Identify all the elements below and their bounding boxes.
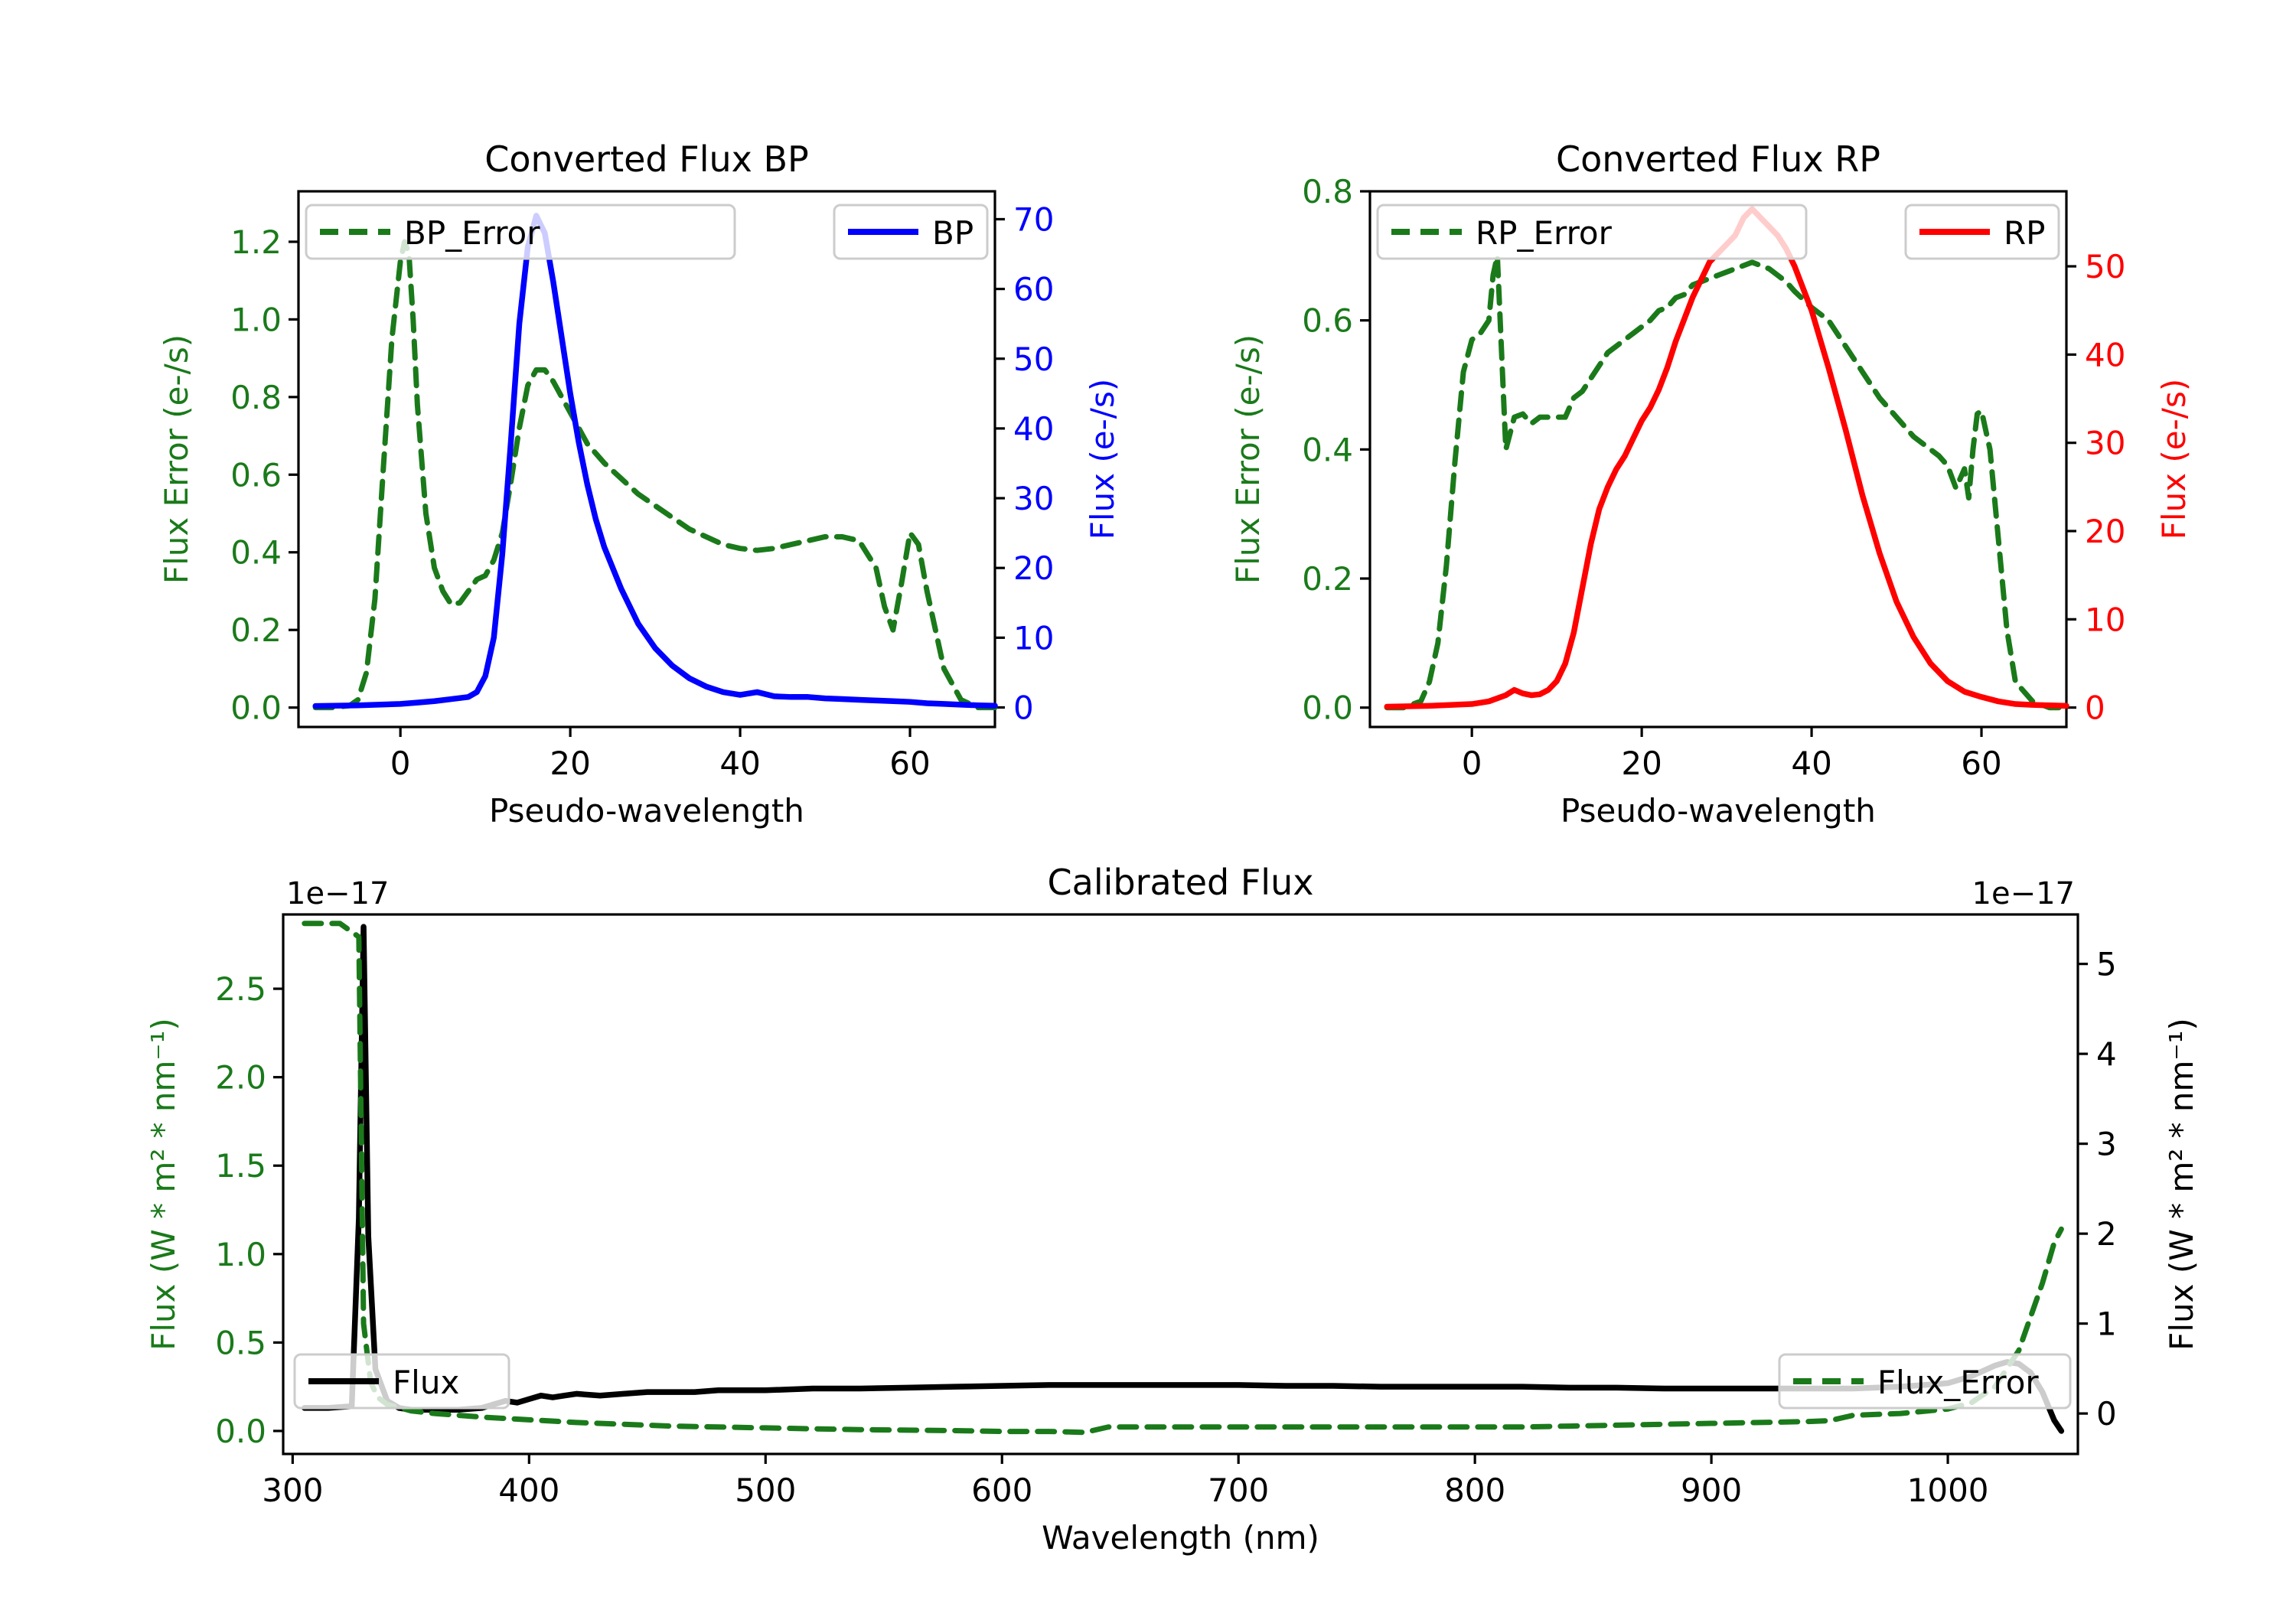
x-tick-label-700: 700 [1208,1472,1269,1509]
y-right-axis-label-converted_flux_bp: Flux (e-/s) [1084,379,1121,539]
x-tick-label-1000: 1000 [1907,1472,1989,1509]
y-left-tick-label-0.8: 0.8 [230,379,282,416]
y-right-axis-label-converted_flux_rp: Flux (e-/s) [2155,379,2193,539]
x-tick-label-20: 20 [1621,745,1662,782]
series-BP_Error [312,239,998,711]
y-right-tick-label-4: 4 [2096,1035,2117,1073]
y-right-tick-label-2: 2 [2096,1215,2117,1253]
y-left-tick-label-1.0: 1.0 [230,301,282,338]
y-right-tick-label-0: 0 [2096,1395,2117,1433]
y-right-tick-label-10: 10 [1013,619,1054,657]
y-right-tick-label-20: 20 [1013,549,1054,587]
x-tick-label-0: 0 [1462,745,1482,782]
x-axis-label-converted_flux_rp: Pseudo-wavelength [1561,792,1876,830]
legend-BP[interactable]: BP [833,204,989,260]
y-left-tick-label-0.8: 0.8 [1302,173,1353,210]
legend-box [305,204,736,260]
x-tick-label-40: 40 [1791,745,1831,782]
y-right-axis-label-calibrated_flux: Flux (W * m² * nm⁻¹) [2163,1018,2200,1351]
x-tick-label-300: 300 [262,1472,323,1509]
x-tick-label-800: 800 [1444,1472,1505,1509]
x-tick-label-20: 20 [550,745,590,782]
y-right-tick-label-5: 5 [2096,946,2117,983]
series-Flux_Error [302,921,2064,1436]
y-right-tick-label-60: 60 [1013,271,1054,308]
legend-label-Flux_Error: Flux_Error [1877,1364,2039,1401]
series-RP [1384,206,2069,710]
legend-RP[interactable]: RP [1904,204,2060,260]
y-left-tick-label-0.6: 0.6 [230,456,282,494]
y-left-tick-label-0.2: 0.2 [1302,560,1353,598]
y-left-tick-label-2.5: 2.5 [215,970,266,1008]
legend-label-BP_Error: BP_Error [404,214,540,252]
legend-BP_Error[interactable]: BP_Error [305,204,736,260]
y-right-offset-calibrated_flux: 1e−17 [1972,876,2075,911]
y-left-tick-label-0.4: 0.4 [1302,431,1353,468]
y-left-tick-label-1.0: 1.0 [215,1236,266,1273]
axes-frame [1368,190,2068,729]
y-right-tick-label-3: 3 [2096,1126,2117,1163]
y-right-tick-label-70: 70 [1013,200,1054,238]
x-tick-label-0: 0 [390,745,411,782]
y-left-tick-label-0.2: 0.2 [230,611,282,649]
legend-label-Flux: Flux [393,1364,459,1401]
legend-label-RP_Error: RP_Error [1476,214,1613,252]
x-tick-label-900: 900 [1681,1472,1742,1509]
x-tick-label-60: 60 [1961,745,2001,782]
x-tick-label-40: 40 [719,745,760,782]
panel-calibrated_flux: Calibrated Flux 300 400 500 600 700 800 900 1000… [145,862,2200,1556]
y-left-tick-label-0.0: 0.0 [1302,689,1353,727]
y-right-tick-label-1: 1 [2096,1305,2117,1343]
y-left-offset-calibrated_flux: 1e−17 [286,876,389,911]
series-RP_Error [1384,253,2069,711]
y-right-tick-label-30: 30 [1013,480,1054,517]
y-right-tick-label-20: 20 [2085,513,2125,550]
x-tick-label-500: 500 [735,1472,796,1509]
panel-title-converted_flux_bp: Converted Flux BP [484,139,809,180]
y-left-tick-label-1.2: 1.2 [230,223,282,261]
y-right-tick-label-0: 0 [1013,689,1034,726]
y-left-axis-label-converted_flux_bp: Flux Error (e-/s) [158,334,195,584]
series-BP [312,213,998,709]
x-tick-label-600: 600 [971,1472,1032,1509]
y-left-tick-label-1.5: 1.5 [215,1147,266,1185]
legend-Flux[interactable]: Flux [293,1353,510,1410]
legend-box [1778,1353,2072,1410]
y-left-tick-label-0.0: 0.0 [230,689,282,727]
y-right-tick-label-50: 50 [2085,248,2125,285]
legend-label-RP: RP [2004,214,2046,252]
y-right-tick-label-10: 10 [2085,601,2125,638]
panel-converted_flux_bp: Converted Flux BP 0 20 40 60 Pseudo-wavelengt… [158,139,1121,830]
y-left-tick-label-0.4: 0.4 [230,534,282,572]
x-tick-label-60: 60 [889,745,930,782]
x-axis-label-calibrated_flux: Wavelength (nm) [1042,1519,1319,1556]
legend-label-BP: BP [932,214,974,252]
panel-converted_flux_rp: Converted Flux RP 0 20 40 60 Pseudo-wavelengt… [1229,139,2193,830]
y-left-tick-label-0.5: 0.5 [215,1324,266,1361]
legend-RP_Error[interactable]: RP_Error [1376,204,1808,260]
y-left-tick-label-0.0: 0.0 [215,1413,266,1450]
panel-title-calibrated_flux: Calibrated Flux [1048,862,1314,903]
y-right-tick-label-50: 50 [1013,341,1054,378]
y-right-tick-label-30: 30 [2085,425,2125,462]
y-left-tick-label-2.0: 2.0 [215,1059,266,1097]
legend-box [293,1353,510,1410]
axes-frame [282,913,2079,1455]
legend-box [1376,204,1808,260]
y-left-tick-label-0.6: 0.6 [1302,302,1353,340]
y-left-axis-label-converted_flux_rp: Flux Error (e-/s) [1229,334,1267,584]
x-tick-label-400: 400 [498,1472,559,1509]
x-axis-label-converted_flux_bp: Pseudo-wavelength [489,792,804,830]
legend-Flux_Error[interactable]: Flux_Error [1778,1353,2072,1410]
panel-title-converted_flux_rp: Converted Flux RP [1556,139,1880,180]
y-right-tick-label-40: 40 [2085,336,2125,373]
y-right-tick-label-0: 0 [2085,689,2105,727]
y-left-axis-label-calibrated_flux: Flux (W * m² * nm⁻¹) [145,1018,182,1351]
y-right-tick-label-40: 40 [1013,410,1054,448]
axes-frame [297,190,996,729]
